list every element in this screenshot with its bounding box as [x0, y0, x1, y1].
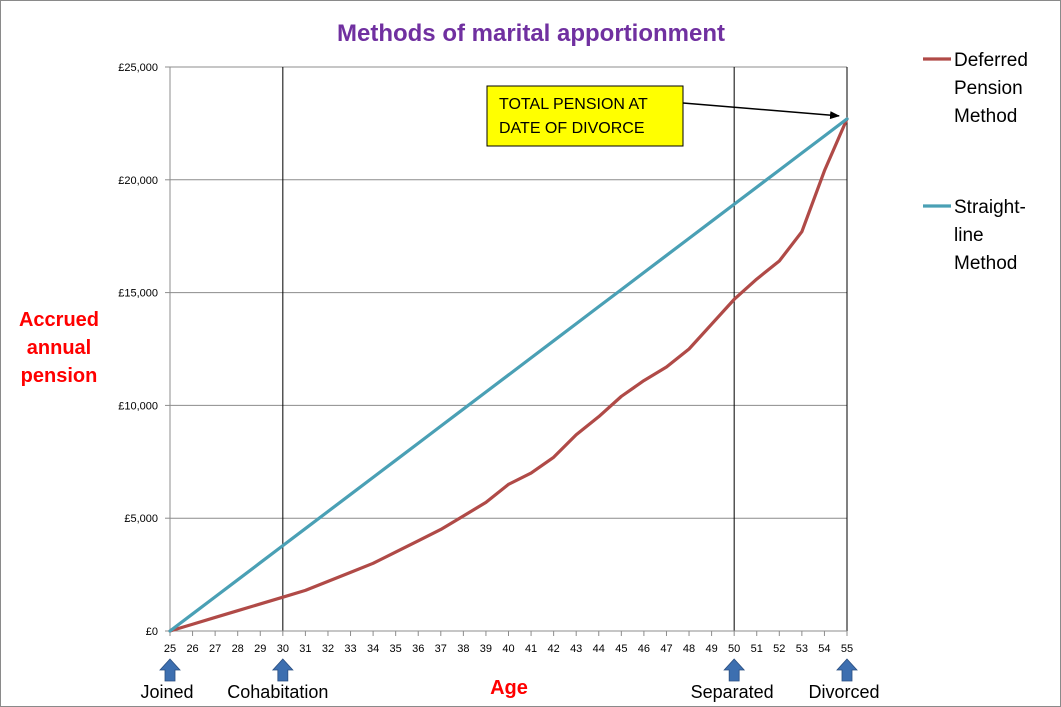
y-tick-label: £20,000	[118, 175, 158, 187]
x-tick-label: 34	[367, 643, 379, 655]
x-tick-label: 27	[209, 643, 221, 655]
data-series	[168, 117, 849, 633]
y-axis-label: Accrued annual pension	[19, 309, 99, 387]
x-tick-label: 40	[502, 643, 514, 655]
event-label: Joined	[140, 682, 193, 702]
series-line-1	[168, 117, 849, 633]
x-tick-label: 43	[570, 643, 582, 655]
up-arrow-icon	[723, 658, 746, 682]
x-tick-label: 25	[164, 643, 176, 655]
x-tick-label: 50	[728, 643, 740, 655]
legend-entry-1: line	[954, 225, 984, 246]
annotation-text: DATE OF DIVORCE	[499, 120, 645, 137]
x-tick-label: 51	[751, 643, 763, 655]
legend-entry-1: Method	[954, 253, 1017, 274]
x-tick-label: 52	[773, 643, 785, 655]
y-tick-labels: £0 £5,000 £10,000 £15,000 £20,000 £25,000	[118, 62, 158, 638]
y-tick-label: £0	[146, 626, 158, 638]
x-tick-label: 48	[683, 643, 695, 655]
event-label: Divorced	[808, 682, 879, 702]
axes	[165, 66, 848, 636]
y-tick-label: £25,000	[118, 62, 158, 74]
legend-entry-0: Method	[954, 106, 1017, 127]
x-tick-label: 29	[254, 643, 266, 655]
x-tick-label: 38	[457, 643, 469, 655]
up-arrow-icon	[836, 658, 858, 682]
x-tick-label: 30	[277, 643, 289, 655]
x-axis-label: Age	[490, 677, 528, 699]
legend-entry-0: Deferred	[954, 50, 1028, 71]
event-label: Cohabitation	[227, 682, 328, 702]
y-tick-label: £10,000	[118, 400, 158, 412]
y-label-line: Accrued	[19, 309, 99, 331]
event-label: Separated	[691, 682, 774, 702]
event-markers: Joined Cohabitation Separated Divorced	[140, 658, 880, 702]
legend-entry-1: Straight-	[954, 197, 1026, 218]
annotation-arrow	[682, 102, 840, 120]
x-tick-label: 45	[615, 643, 627, 655]
x-tick-label: 36	[412, 643, 424, 655]
annotation-text: TOTAL PENSION AT	[499, 96, 648, 113]
x-tick-labels: 25 26 27 28 29 30 31 32 33 34 35 36 37 38 39 40 41 42 43 44…	[164, 643, 853, 655]
y-label-line: pension	[21, 365, 98, 387]
x-tick-label: 54	[818, 643, 830, 655]
x-tick-label: 37	[435, 643, 447, 655]
x-tick-label: 28	[232, 643, 244, 655]
up-arrow-icon	[159, 658, 181, 682]
x-tick-label: 42	[548, 643, 560, 655]
event-vertical-lines	[282, 67, 848, 631]
x-tick-label: 44	[593, 643, 605, 655]
x-tick-label: 31	[299, 643, 311, 655]
series-line-0	[168, 117, 849, 633]
legend-entry-0: Pension	[954, 78, 1023, 99]
legend: Deferred Pension Method Straight-line Method	[923, 50, 1028, 274]
annotation-box	[486, 85, 684, 147]
y-tick-label: £15,000	[118, 288, 158, 300]
x-tick-label: 35	[390, 643, 402, 655]
y-tick-label: £5,000	[124, 513, 158, 525]
x-tick-label: 33	[344, 643, 356, 655]
x-tick-label: 55	[841, 643, 853, 655]
annotation: TOTAL PENSION AT DATE OF DIVORCE	[486, 85, 840, 147]
x-tick-label: 39	[480, 643, 492, 655]
y-label-line: annual	[27, 337, 91, 359]
x-tick-label: 53	[796, 643, 808, 655]
x-tick-label: 47	[660, 643, 672, 655]
chart-title: Methods of marital apportionment	[337, 20, 725, 47]
up-arrow-icon	[271, 658, 294, 682]
x-tick-label: 49	[705, 643, 717, 655]
x-tick-label: 32	[322, 643, 334, 655]
x-tick-label: 46	[638, 643, 650, 655]
x-tick-label: 26	[186, 643, 198, 655]
x-tick-label: 41	[525, 643, 537, 655]
